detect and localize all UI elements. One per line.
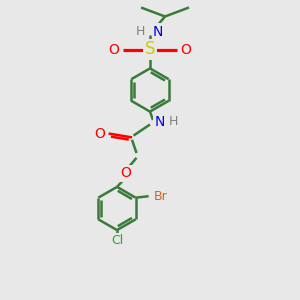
Text: O: O bbox=[121, 167, 131, 180]
Text: Br: Br bbox=[154, 190, 167, 203]
Text: O: O bbox=[94, 127, 105, 140]
Text: O: O bbox=[181, 43, 191, 56]
Text: H: H bbox=[169, 115, 178, 128]
Text: N: N bbox=[154, 115, 165, 128]
Text: N: N bbox=[153, 25, 164, 38]
Text: H: H bbox=[136, 25, 145, 38]
Text: S: S bbox=[145, 40, 155, 58]
Text: Cl: Cl bbox=[111, 233, 123, 247]
Text: O: O bbox=[109, 43, 119, 56]
